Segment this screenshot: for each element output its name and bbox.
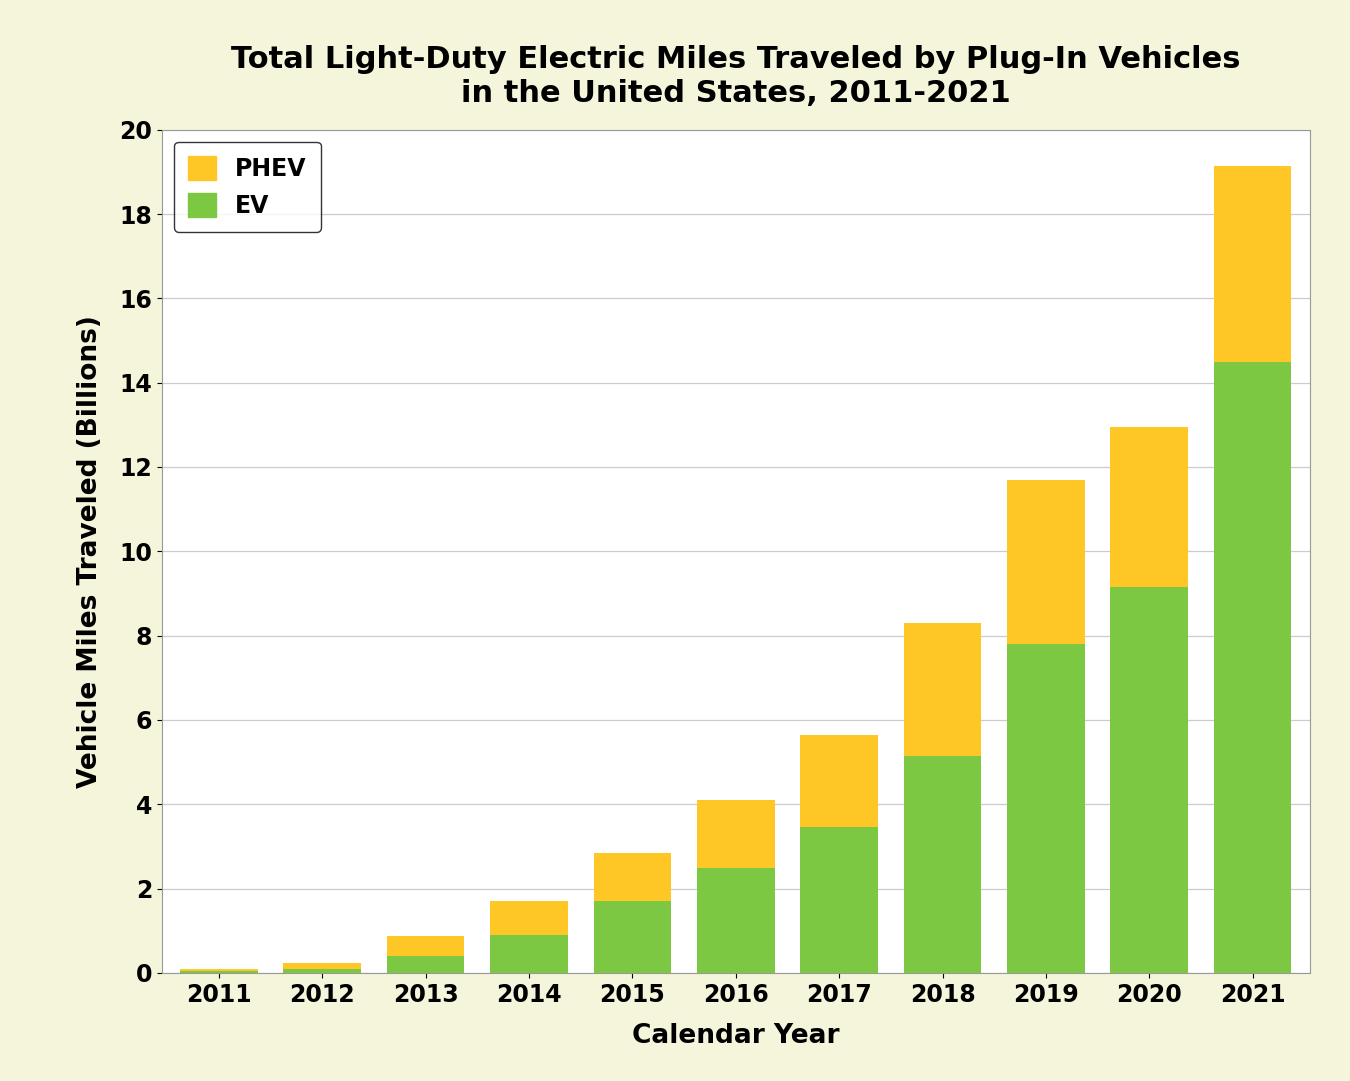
- Bar: [180, 971, 258, 973]
- Bar: [594, 902, 671, 973]
- Legend: PHEV, EV: PHEV, EV: [174, 142, 321, 231]
- Bar: [180, 969, 258, 971]
- Bar: [490, 902, 568, 935]
- Bar: [284, 963, 360, 969]
- Title: Total Light-Duty Electric Miles Traveled by Plug-In Vehicles
in the United State: Total Light-Duty Electric Miles Traveled…: [231, 45, 1241, 108]
- Bar: [387, 936, 464, 956]
- Bar: [697, 867, 775, 973]
- Bar: [594, 853, 671, 902]
- X-axis label: Calendar Year: Calendar Year: [632, 1024, 840, 1050]
- Bar: [284, 969, 360, 973]
- Bar: [903, 623, 981, 756]
- Bar: [1214, 361, 1292, 973]
- Bar: [903, 756, 981, 973]
- Bar: [1214, 165, 1292, 361]
- Bar: [1007, 480, 1084, 644]
- Bar: [801, 827, 878, 973]
- Bar: [490, 935, 568, 973]
- Bar: [387, 956, 464, 973]
- Bar: [1111, 427, 1188, 587]
- Y-axis label: Vehicle Miles Traveled (Billions): Vehicle Miles Traveled (Billions): [77, 315, 103, 788]
- Bar: [1007, 644, 1084, 973]
- Bar: [697, 800, 775, 867]
- Bar: [801, 735, 878, 827]
- Bar: [1111, 587, 1188, 973]
